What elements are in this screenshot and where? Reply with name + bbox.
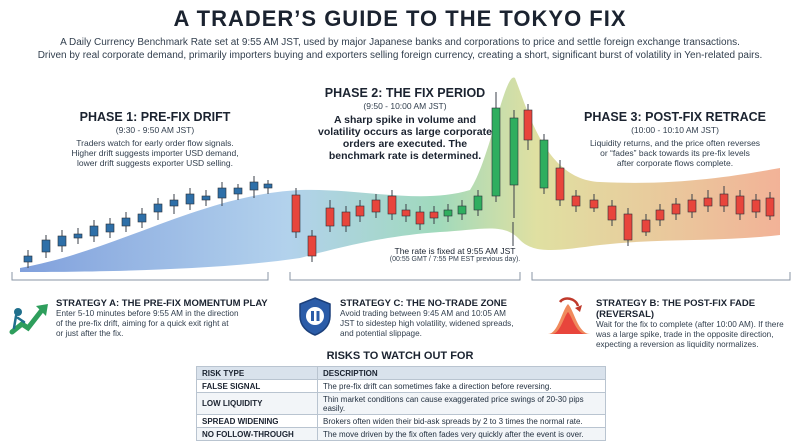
candlesticks [23,92,775,268]
shield-pause-icon [299,297,331,336]
table-row: FALSE SIGNAL The pre-fix drift can someti… [196,379,606,393]
table-row: SPREAD WIDENING Brokers often widen their… [196,414,606,428]
description-header: DESCRIPTION [317,366,606,380]
candle-body [201,195,211,201]
candle-body [217,187,227,199]
candle-body [325,207,335,227]
subtitle-line-2: Driven by real corporate demand, primari… [37,50,763,61]
subtitle-line-1: A Daily Currency Benchmark Rate set at 9… [60,37,740,48]
candle-body [23,255,33,263]
candle-body [291,194,301,233]
risk-type-header: RISK TYPE [196,366,318,380]
candle-body [341,211,351,227]
candle-body [41,239,51,253]
candle-body [555,167,565,201]
page-title: A TRADER’S GUIDE TO THE TOKYO FIX [173,6,627,31]
candle-body [655,209,665,221]
candle-body [73,233,83,239]
candle-body [249,181,259,191]
candle-body [751,199,761,213]
candle-body [607,205,617,221]
risks-title: RISKS TO WATCH OUT FOR [326,350,474,362]
candle-body [735,195,745,215]
candle-body [415,211,425,225]
phase3-time: (10:00 - 10:10 AM JST) [631,125,719,135]
candle-body [153,203,163,213]
candle-body [307,235,317,257]
candle-body [687,199,697,213]
phase3-bracket [531,272,791,281]
volatility-band [20,77,780,272]
candle-body [671,203,681,215]
price-chart [20,77,780,272]
candle-body [89,225,99,237]
candle-body [509,117,519,186]
phase1-time: (9:30 - 9:50 AM JST) [115,125,195,135]
candle-body [233,187,243,195]
candle-body [185,193,195,205]
candle-body [137,213,147,223]
candle-body [571,195,581,207]
candle-body [765,197,775,217]
candle-body [387,195,397,215]
candle-body [719,193,729,207]
candle-body [473,195,483,211]
strategy-a: STRATEGY A: THE PRE-FIX MOMENTUM PLAY En… [56,298,268,338]
strategy-b: STRATEGY B: THE POST-FIX FADE (REVERSAL)… [596,298,784,349]
candle-body [623,213,633,241]
phase2-bracket [289,272,521,281]
phase1-bracket [11,272,269,281]
phase2-description: A sharp spike in volume and volatility o… [318,114,492,162]
candle-body [703,197,713,207]
candle-body [539,139,549,189]
candle-body [401,209,411,217]
candle-body [523,109,533,141]
phase1-description: Traders watch for early order flow signa… [71,138,239,168]
candle-body [169,199,179,207]
candle-body [443,209,453,217]
table-row: LOW LIQUIDITY Thin market conditions can … [196,392,606,415]
phase-brackets [11,272,791,281]
candle-body [371,199,381,213]
phase3-description: Liquidity returns, and the price often r… [589,138,761,168]
phase1-title: PHASE 1: PRE-FIX DRIFT [79,110,231,124]
candle-body [263,183,273,189]
candle-body [105,223,115,233]
table-row: NO FOLLOW-THROUGH The move driven by the … [196,427,606,441]
risks-table: RISK TYPE DESCRIPTION FALSE SIGNAL The pr… [196,366,606,441]
candle-body [491,107,501,197]
strategy-c: STRATEGY C: THE NO-TRADE ZONE Avoid trad… [340,298,514,338]
growth-arrow-icon [9,304,48,335]
fix-note: The rate is fixed at 9:55 AM JST (00:55 … [389,246,521,263]
peak-reversal-icon [548,297,590,334]
phase2-time: (9:50 - 10:00 AM JST) [363,101,447,111]
candle-body [355,205,365,217]
candle-body [457,205,467,215]
candle-body [57,235,67,247]
candle-body [429,211,439,219]
phase3-title: PHASE 3: POST-FIX RETRACE [584,110,766,124]
candle-body [121,217,131,227]
candle-body [589,199,599,209]
candle-body [641,219,651,233]
phase2-title: PHASE 2: THE FIX PERIOD [324,86,486,100]
